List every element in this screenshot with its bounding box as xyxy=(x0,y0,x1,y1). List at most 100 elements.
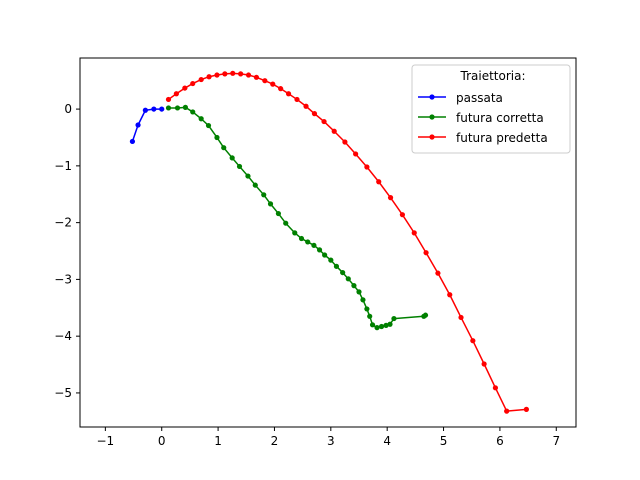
data-point xyxy=(238,71,244,77)
data-point xyxy=(331,128,337,134)
data-point xyxy=(447,292,453,298)
legend: Traiettoria: passata futura corretta futura… xyxy=(411,64,571,154)
data-point xyxy=(345,276,351,282)
y-tick-label: 0 xyxy=(64,102,72,116)
series-futura-corretta xyxy=(165,104,429,331)
x-tick-label: 2 xyxy=(271,434,279,448)
data-point xyxy=(423,250,429,256)
axes: −1 0 1 2 3 4 5 6 7 0 −1 −2 −3 −4 −5 xyxy=(54,57,577,448)
x-tick-label: 4 xyxy=(383,434,391,448)
data-point xyxy=(383,322,389,328)
data-point xyxy=(182,104,188,110)
data-point xyxy=(391,315,397,322)
data-point xyxy=(245,173,251,179)
data-point xyxy=(364,164,370,170)
legend-label: passata xyxy=(456,91,503,105)
data-point xyxy=(340,269,346,276)
series-passata xyxy=(129,106,165,145)
data-point xyxy=(303,103,309,109)
legend-label: futura corretta xyxy=(456,111,544,125)
legend-swatch-marker xyxy=(429,94,435,100)
data-point xyxy=(190,109,196,115)
data-point xyxy=(135,122,141,128)
data-point xyxy=(311,242,317,248)
x-tick-label: 3 xyxy=(327,434,335,448)
data-point xyxy=(278,86,284,92)
legend-item: futura corretta xyxy=(418,111,544,125)
legend-label: futura predetta xyxy=(456,131,548,145)
data-point xyxy=(222,71,228,77)
data-point xyxy=(387,195,394,201)
data-point xyxy=(142,107,148,113)
data-point xyxy=(356,289,362,295)
data-point xyxy=(294,96,300,103)
data-point xyxy=(351,283,357,289)
data-point xyxy=(504,408,510,414)
data-point xyxy=(298,235,305,242)
data-point xyxy=(481,361,487,367)
data-point xyxy=(283,220,289,226)
data-point xyxy=(367,313,373,319)
y-tick-label: −2 xyxy=(54,216,72,230)
data-point xyxy=(387,321,393,327)
data-point xyxy=(399,212,405,218)
x-tick-label: 7 xyxy=(552,434,560,448)
data-point xyxy=(353,151,359,157)
data-point xyxy=(360,297,366,303)
data-point xyxy=(174,105,181,111)
data-point xyxy=(165,96,172,103)
data-point xyxy=(230,70,236,76)
x-tick-label: 6 xyxy=(496,434,504,448)
y-tick-label: −4 xyxy=(54,329,72,343)
data-point xyxy=(470,338,476,344)
data-point xyxy=(214,134,220,141)
data-point xyxy=(364,306,370,312)
data-point xyxy=(261,192,267,198)
data-point xyxy=(492,385,498,391)
data-point xyxy=(422,312,429,318)
data-point xyxy=(151,106,157,112)
series-futura-predetta xyxy=(165,70,530,414)
data-point xyxy=(252,182,258,188)
data-point xyxy=(376,179,382,185)
legend-box xyxy=(411,64,571,154)
legend-swatch-marker xyxy=(429,114,435,120)
data-point xyxy=(374,325,380,331)
x-tick-label: 5 xyxy=(440,434,448,448)
data-point xyxy=(305,239,311,245)
data-point xyxy=(245,72,252,78)
data-point xyxy=(205,122,212,129)
y-tick-label: −5 xyxy=(54,386,72,400)
data-point xyxy=(221,145,227,151)
data-point xyxy=(214,72,220,78)
data-point xyxy=(198,76,204,83)
legend-title: Traiettoria: xyxy=(460,69,526,83)
data-point xyxy=(129,138,136,145)
data-point xyxy=(316,247,323,253)
data-point xyxy=(182,85,188,91)
data-point xyxy=(458,314,464,321)
plot-area xyxy=(129,70,530,414)
legend-item: passata xyxy=(418,91,503,105)
y-tick-label: −1 xyxy=(54,159,72,173)
plot-frame xyxy=(79,57,577,428)
data-point xyxy=(198,116,204,122)
data-point xyxy=(262,78,268,84)
data-point xyxy=(435,270,441,276)
data-point xyxy=(275,210,281,217)
data-point xyxy=(267,201,274,207)
x-tick-label: 0 xyxy=(158,434,166,448)
data-point xyxy=(165,105,172,111)
data-point xyxy=(322,252,328,258)
x-tick-label: 1 xyxy=(214,434,222,448)
data-point xyxy=(206,74,212,80)
data-point xyxy=(190,80,196,87)
data-point xyxy=(369,322,376,328)
data-point xyxy=(378,323,385,330)
data-point xyxy=(292,230,298,236)
legend-swatch-marker xyxy=(429,134,435,140)
data-point xyxy=(411,230,417,236)
data-point xyxy=(311,111,318,117)
data-point xyxy=(229,155,235,161)
